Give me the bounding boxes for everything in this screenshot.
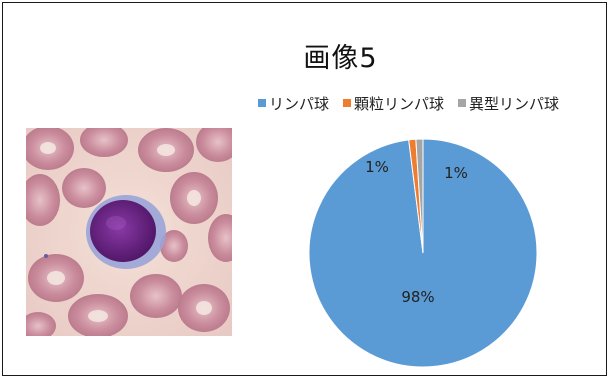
- legend-swatch-atypical-lymphocyte: [458, 99, 467, 107]
- blood-cell-micrograph: [26, 128, 232, 336]
- chart-title-text: 画像5: [303, 43, 378, 74]
- pie-slice-2: [415, 138, 424, 254]
- legend-swatch-granular-lymphocyte: [343, 99, 352, 107]
- legend-label-granular-lymphocyte: 顆粒リンパ球: [354, 94, 445, 113]
- legend-item-lymphocyte: リンパ球: [258, 93, 329, 114]
- legend-swatch-lymphocyte: [258, 99, 266, 107]
- pie-data-label-1: 1%: [365, 158, 389, 176]
- chart-legend: リンパ球 顆粒リンパ球 異型リンパ球: [258, 92, 559, 114]
- pie-data-label-2: 1%: [444, 164, 468, 182]
- legend-label-atypical-lymphocyte: 異型リンパ球: [469, 94, 560, 113]
- pie-data-label-0: 98%: [401, 288, 434, 306]
- legend-label-lymphocyte: リンパ球: [269, 94, 330, 113]
- chart-title: 画像5: [0, 36, 611, 75]
- legend-item-granular-lymphocyte: 顆粒リンパ球: [343, 93, 444, 114]
- legend-item-atypical-lymphocyte: 異型リンパ球: [458, 93, 559, 114]
